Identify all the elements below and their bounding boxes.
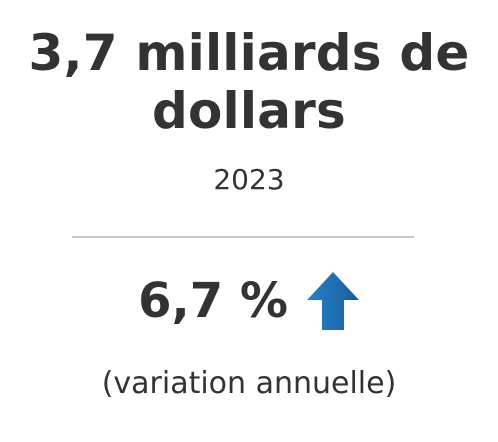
headline-line-2: dollars [152, 82, 346, 140]
headline-line-1: 3,7 milliards de [28, 24, 470, 82]
change-row: 6,7 % [0, 266, 498, 336]
year-label: 2023 [213, 163, 285, 196]
change-caption: (variation annuelle) [101, 366, 397, 401]
divider [72, 236, 414, 238]
headline-value: 3,7 milliards de dollars [0, 24, 498, 140]
change-value: 6,7 % [138, 273, 288, 329]
arrow-up-icon [306, 272, 359, 330]
